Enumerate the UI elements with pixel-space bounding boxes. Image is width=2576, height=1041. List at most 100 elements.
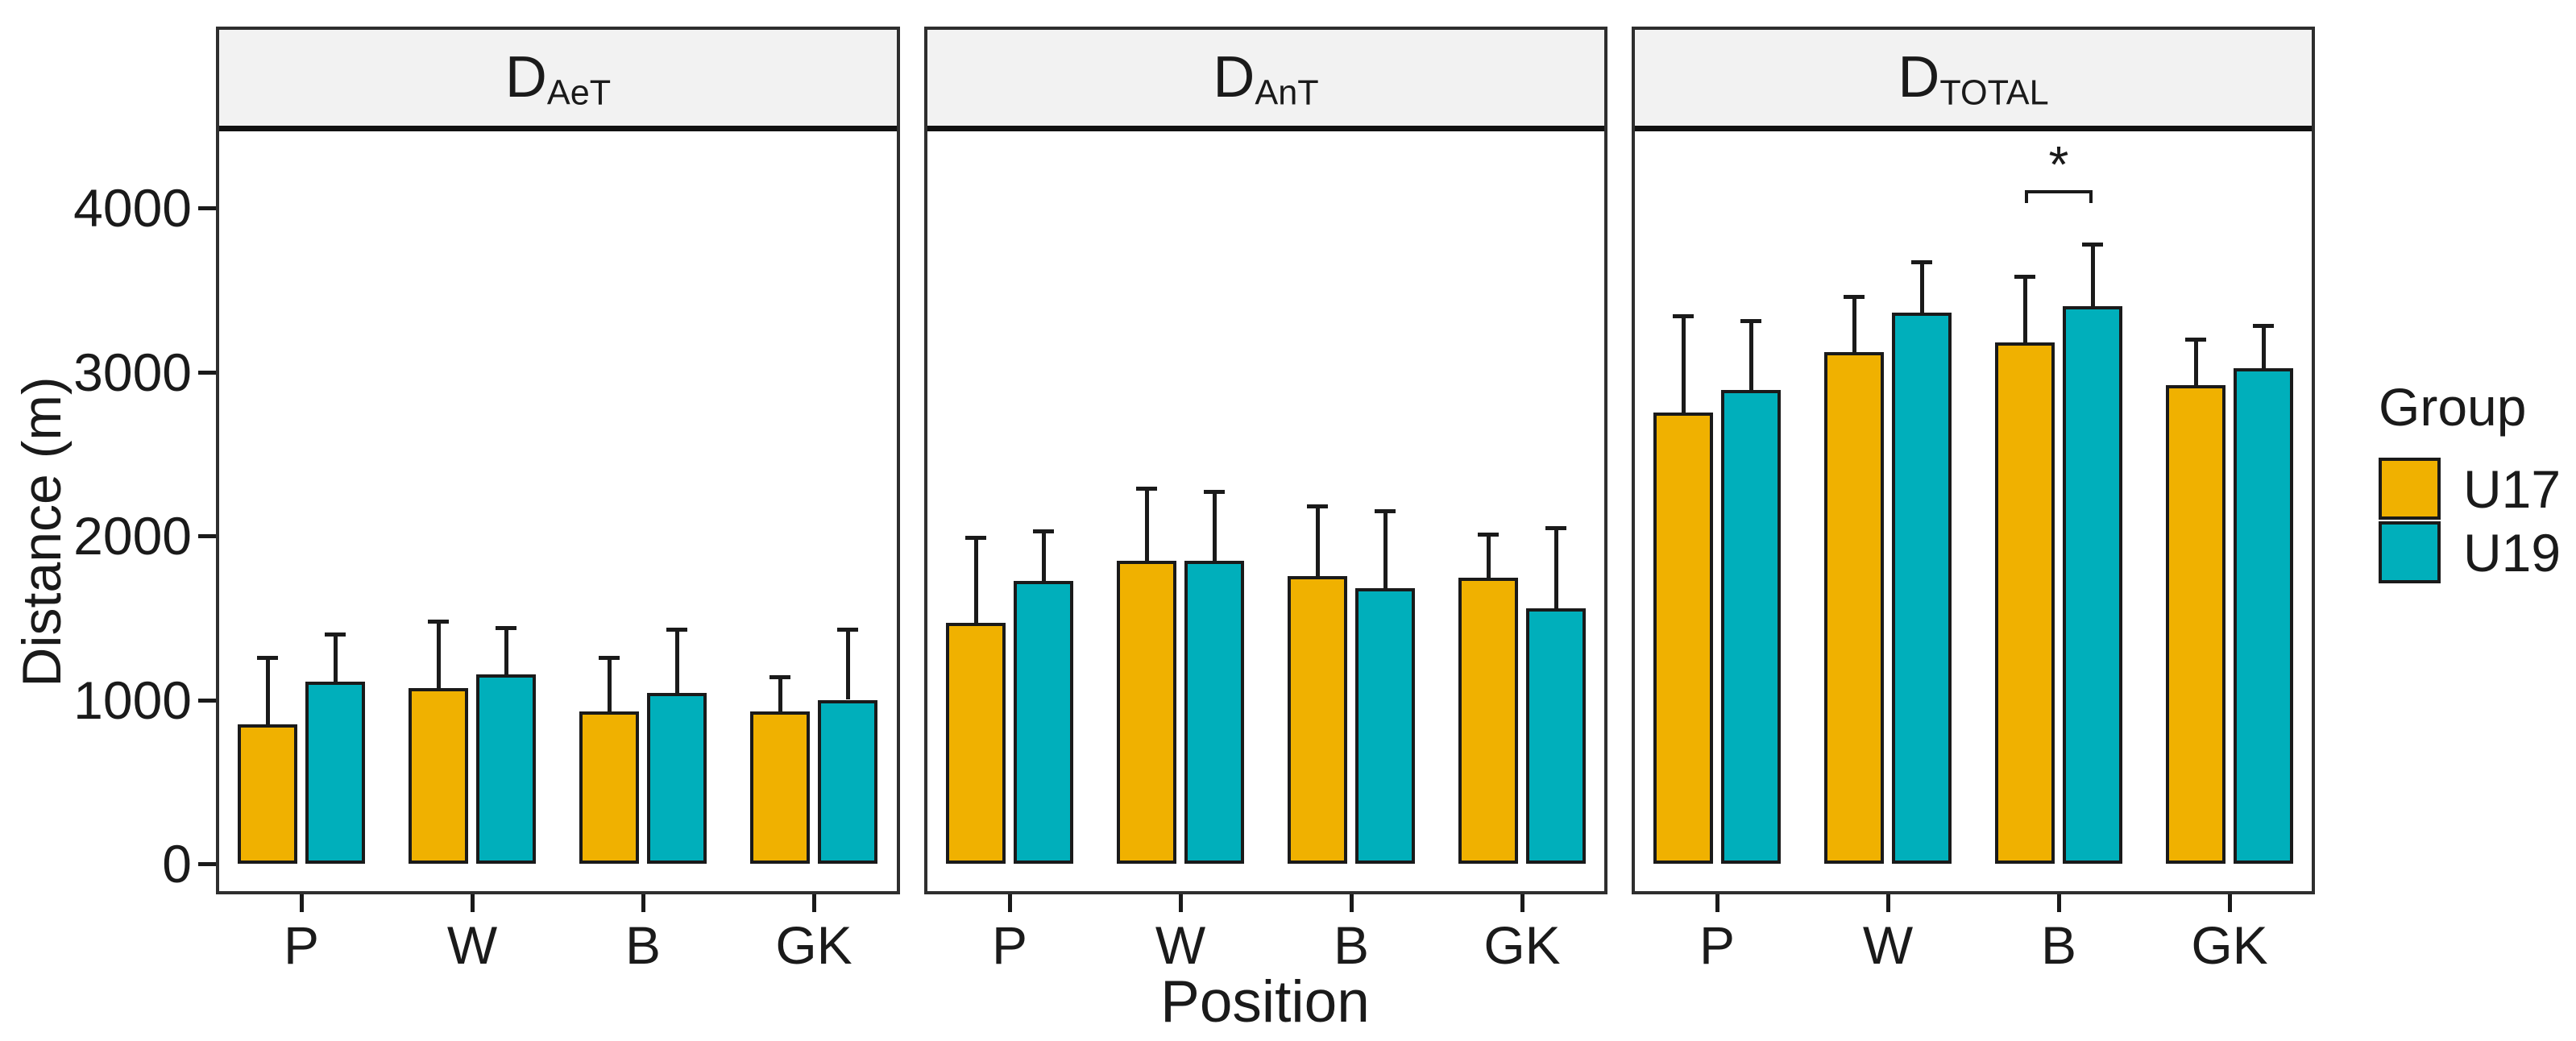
bar-u19 bbox=[1014, 580, 1073, 864]
legend-label: U19 bbox=[2463, 522, 2561, 583]
error-bar-cap bbox=[1204, 490, 1225, 495]
x-tick-mark bbox=[1008, 894, 1012, 912]
error-bar bbox=[1749, 319, 1753, 390]
error-bar bbox=[1554, 525, 1558, 608]
bar-u19 bbox=[1721, 389, 1781, 864]
error-bar bbox=[266, 655, 270, 725]
x-tick-label: GK bbox=[2191, 915, 2268, 975]
x-tick-label: P bbox=[1699, 915, 1736, 975]
x-tick-mark bbox=[1350, 894, 1354, 912]
facet-strip-label-main: D bbox=[1213, 45, 1255, 110]
legend-item: U19 bbox=[2379, 521, 2561, 583]
y-tick-mark bbox=[198, 206, 216, 210]
error-bar-cap bbox=[666, 627, 687, 632]
legend-swatch-u19 bbox=[2379, 521, 2441, 583]
error-bar-cap bbox=[1307, 504, 1328, 509]
x-tick-label: P bbox=[991, 915, 1028, 975]
x-tick-mark bbox=[1715, 894, 1719, 912]
bar-u19 bbox=[476, 674, 536, 864]
significance-bracket bbox=[2025, 190, 2093, 193]
bar-u17 bbox=[750, 711, 810, 864]
error-bar bbox=[334, 632, 338, 682]
error-bar bbox=[2091, 242, 2095, 307]
error-bar bbox=[1042, 529, 1046, 581]
x-tick-mark bbox=[300, 894, 304, 912]
error-bar-cap bbox=[1673, 314, 1694, 319]
x-tick-label: B bbox=[2040, 915, 2077, 975]
legend-swatch-u17 bbox=[2379, 458, 2441, 520]
y-tick-label: 2000 bbox=[73, 506, 192, 566]
bar-u19 bbox=[1184, 560, 1244, 864]
significance-bracket-end bbox=[2025, 190, 2028, 203]
legend-title: Group bbox=[2379, 377, 2527, 437]
bar-u17 bbox=[1288, 575, 1347, 864]
facet-strip-label-subscript: AeT bbox=[546, 73, 612, 113]
error-bar-cap bbox=[837, 627, 858, 632]
error-bar-cap bbox=[599, 655, 620, 660]
error-bar bbox=[2023, 275, 2027, 342]
x-tick-mark bbox=[2228, 894, 2232, 912]
error-bar bbox=[778, 674, 782, 711]
error-bar-cap bbox=[2082, 242, 2103, 247]
bar-u17 bbox=[1117, 560, 1176, 864]
error-bar-cap bbox=[965, 536, 986, 540]
bar-u17 bbox=[1824, 352, 1884, 864]
bar-u17 bbox=[946, 622, 1006, 864]
bar-u17 bbox=[409, 688, 468, 864]
y-tick-mark bbox=[198, 370, 216, 375]
facet-strip-label: DTOTAL bbox=[1898, 44, 2048, 111]
y-tick-mark bbox=[198, 534, 216, 538]
bar-u19 bbox=[2234, 368, 2293, 864]
bar-u17 bbox=[1653, 413, 1713, 864]
facet-strip-label-subscript: AnT bbox=[1255, 73, 1319, 113]
bar-u19 bbox=[818, 699, 877, 864]
error-bar bbox=[2194, 337, 2198, 385]
bar-u17 bbox=[579, 711, 639, 864]
x-tick-mark bbox=[641, 894, 645, 912]
error-bar bbox=[1487, 532, 1491, 578]
x-axis-title: Position bbox=[1160, 969, 1370, 1035]
error-bar-cap bbox=[496, 625, 516, 630]
error-bar bbox=[1682, 314, 1686, 413]
error-bar-cap bbox=[1545, 525, 1566, 530]
error-bar-cap bbox=[1911, 260, 1932, 265]
x-tick-label: W bbox=[446, 915, 498, 975]
bar-u19 bbox=[1526, 608, 1586, 864]
bar-u17 bbox=[1995, 342, 2055, 864]
x-tick-mark bbox=[1179, 894, 1183, 912]
facet-strip: DAnT bbox=[927, 30, 1604, 131]
legend: Group U17 U19 bbox=[2379, 379, 2561, 585]
bar-u17 bbox=[238, 724, 297, 864]
y-tick-label: 4000 bbox=[73, 178, 192, 238]
error-bar bbox=[504, 625, 508, 674]
error-bar bbox=[1920, 260, 1924, 313]
x-tick-mark bbox=[2057, 894, 2061, 912]
error-bar-cap bbox=[325, 632, 346, 637]
error-bar bbox=[1383, 509, 1388, 589]
error-bar bbox=[974, 536, 978, 623]
bar-u17 bbox=[1458, 577, 1518, 864]
x-tick-mark bbox=[1886, 894, 1890, 912]
error-bar-cap bbox=[1740, 319, 1761, 324]
error-bar-cap bbox=[1033, 529, 1054, 533]
facet-strip: DTOTAL bbox=[1635, 30, 2312, 131]
error-bar-cap bbox=[1844, 294, 1865, 299]
error-bar-cap bbox=[769, 674, 790, 679]
x-tick-label: B bbox=[624, 915, 662, 975]
facet-strip-label-main: D bbox=[504, 45, 547, 110]
error-bar bbox=[1145, 486, 1149, 561]
error-bar-cap bbox=[2185, 337, 2206, 342]
facet-strip-label-main: D bbox=[1898, 45, 1940, 110]
x-tick-label: GK bbox=[775, 915, 852, 975]
x-tick-label: W bbox=[1155, 915, 1206, 975]
significance-bracket-end bbox=[2089, 190, 2093, 203]
bar-u19 bbox=[2063, 306, 2122, 864]
significance-star: * bbox=[2048, 135, 2069, 193]
error-bar-cap bbox=[1136, 486, 1157, 491]
error-bar-cap bbox=[257, 655, 278, 660]
error-bar-cap bbox=[2253, 324, 2274, 329]
bar-u19 bbox=[1355, 588, 1415, 864]
x-tick-label: GK bbox=[1483, 915, 1561, 975]
facet-strip: DAeT bbox=[219, 30, 897, 131]
